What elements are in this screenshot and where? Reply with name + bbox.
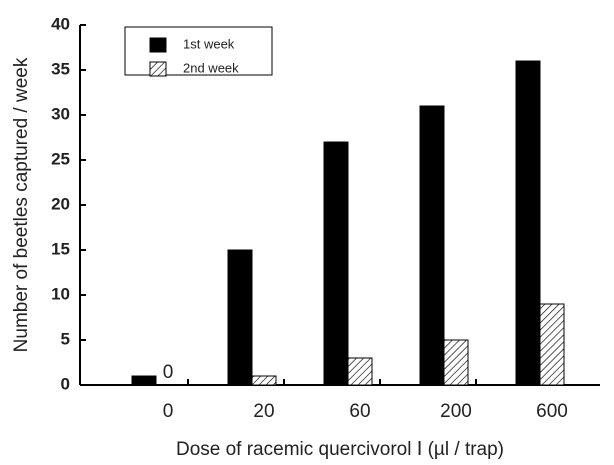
y-tick-label: 0 xyxy=(61,374,70,393)
legend-label: 1st week xyxy=(183,36,235,51)
bar xyxy=(131,375,157,386)
x-tick-label: 200 xyxy=(440,401,472,422)
x-axis-title: Dose of racemic quercivorol Ⅰ (µl / trap… xyxy=(176,439,504,460)
bar xyxy=(251,375,277,386)
y-tick-label: 25 xyxy=(51,149,70,168)
bar xyxy=(443,339,469,386)
x-tick-label: 0 xyxy=(163,401,174,422)
y-axis-title: Number of beetles captured / week xyxy=(11,57,32,352)
bar xyxy=(419,105,445,386)
legend-label: 2nd week xyxy=(183,60,239,75)
y-tick-label: 15 xyxy=(51,239,70,258)
y-tick-label: 35 xyxy=(51,59,70,78)
y-tick-label: 5 xyxy=(61,329,70,348)
bar xyxy=(227,249,253,386)
x-tick-label: 600 xyxy=(536,401,568,422)
bar xyxy=(323,141,349,386)
bar xyxy=(539,303,565,386)
value-label: 0 xyxy=(163,362,174,383)
y-tick-label: 30 xyxy=(51,104,70,123)
x-tick-label: 60 xyxy=(349,401,370,422)
bar xyxy=(347,357,373,386)
legend-swatch xyxy=(149,61,167,77)
y-tick-label: 20 xyxy=(51,194,70,213)
x-tick-label: 20 xyxy=(253,401,274,422)
y-tick-label: 40 xyxy=(51,14,70,33)
bar xyxy=(515,60,541,386)
y-tick-label: 10 xyxy=(51,284,70,303)
legend-swatch xyxy=(149,37,167,53)
